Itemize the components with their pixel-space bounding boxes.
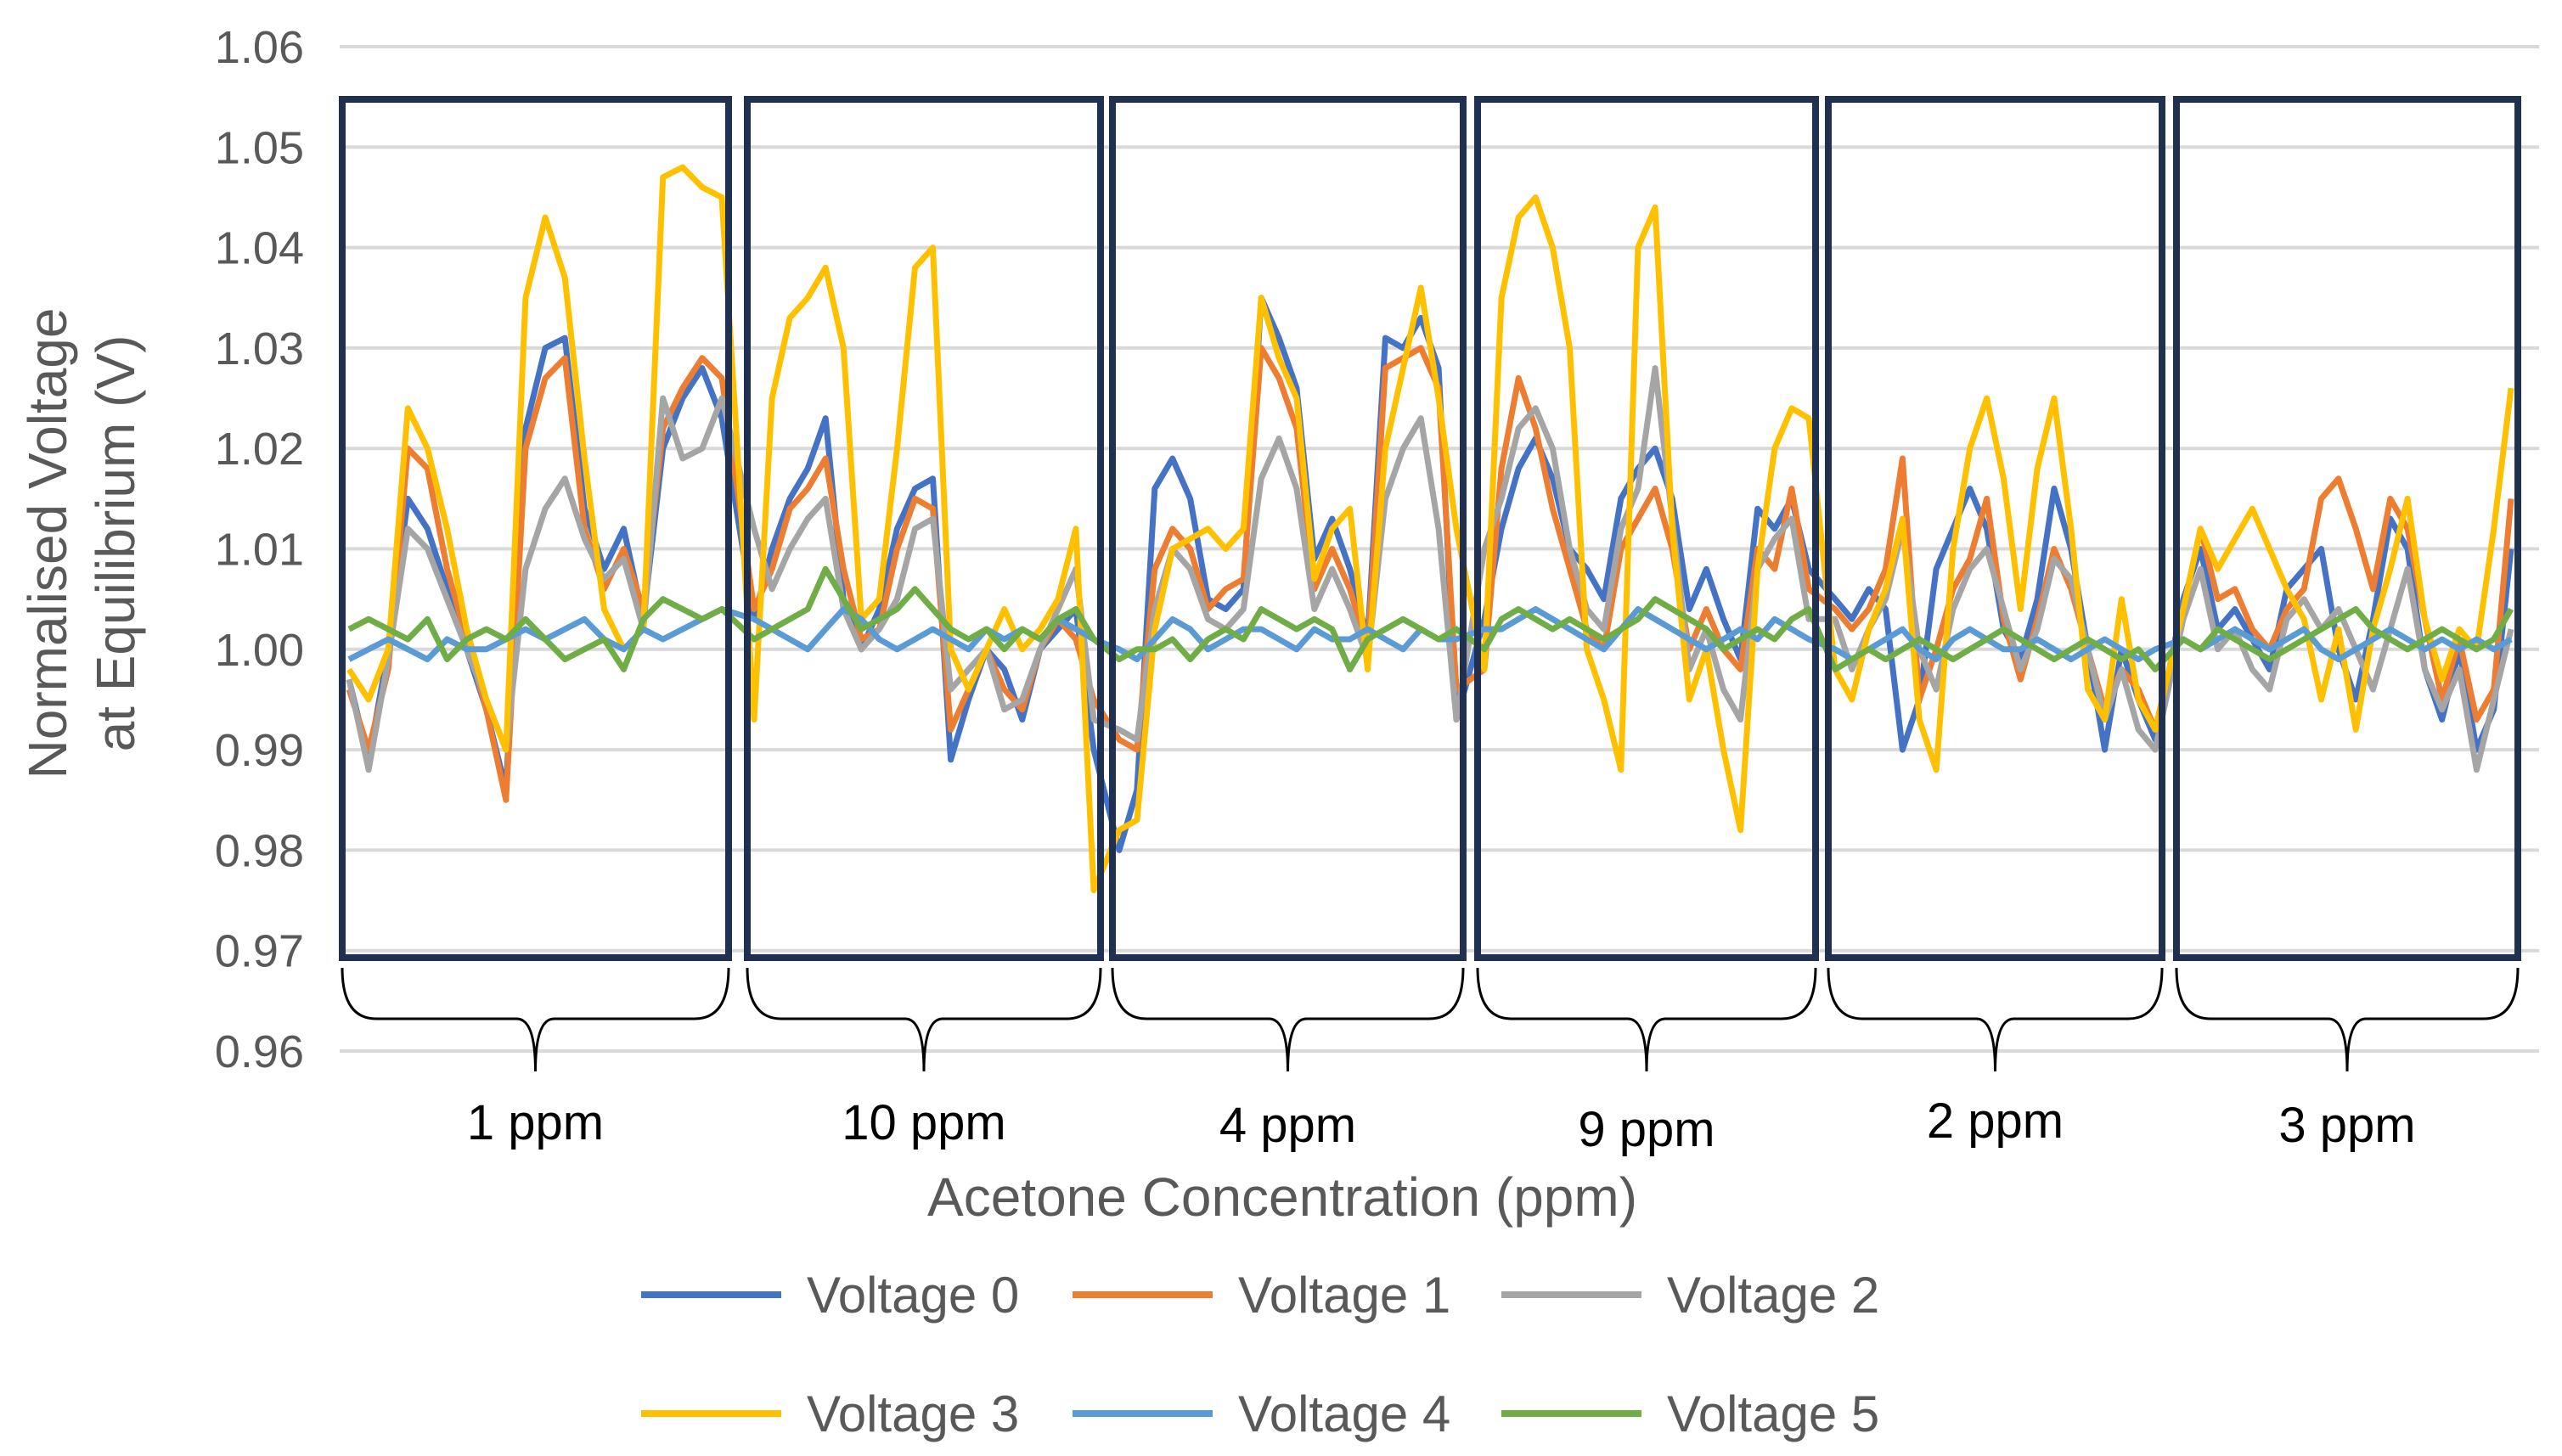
legend: Voltage 0 Voltage 1 Voltage 2 Voltage 3 Volt… [641,1267,1879,1442]
group-box [1474,96,1819,961]
group-label: 1 ppm [467,1095,604,1150]
legend-label: Voltage 5 [1667,1386,1879,1442]
series-lines [346,164,2514,894]
group-box [744,96,1104,961]
group-labels: 1 ppm 10 ppm 4 ppm 9 ppm 2 ppm 3 ppm [467,1093,2416,1157]
group-brace [1111,967,1465,1072]
group-box [1109,96,1467,961]
group-box [1825,96,2165,961]
y-axis-ticks: 0.96 0.97 0.98 0.99 1.00 1.01 1.02 1.03 1.04 1.05… [215,22,304,1077]
series-line [346,295,2514,853]
group-brace [2175,967,2520,1072]
legend-label: Voltage 1 [1238,1267,1450,1324]
group-box [339,96,732,961]
group-boxes [339,96,2521,961]
y-tick-label: 1.03 [215,323,304,374]
series-line [346,365,2514,773]
legend-label: Voltage 4 [1238,1386,1450,1442]
legend-label: Voltage 2 [1667,1267,1879,1324]
group-brace [341,967,730,1072]
group-label: 3 ppm [2278,1098,2415,1153]
group-label: 10 ppm [842,1095,1005,1150]
group-label: 9 ppm [1578,1102,1715,1157]
y-axis-title-line-2: at Equilibrium (V) [85,335,146,752]
y-tick-label: 1.06 [215,22,304,73]
group-brace [746,967,1102,1072]
series-line [346,164,2514,894]
y-tick-label: 1.01 [215,525,304,576]
y-tick-label: 1.02 [215,424,304,475]
group-label: 2 ppm [1927,1093,2064,1149]
group-brace [1476,967,1817,1072]
y-tick-label: 0.97 [215,926,304,977]
y-tick-label: 1.05 [215,122,304,173]
x-axis-title: Acetone Concentration (ppm) [927,1166,1637,1228]
legend-label: Voltage 0 [807,1267,1019,1324]
group-box [2173,96,2521,961]
group-braces [341,967,2520,1072]
y-axis-title-line-1: Normalised Voltage [17,308,78,779]
y-tick-label: 1.04 [215,223,304,274]
legend-label: Voltage 3 [807,1386,1019,1442]
y-tick-label: 0.96 [215,1026,304,1077]
y-tick-label: 0.98 [215,825,304,876]
group-brace [1827,967,2164,1072]
group-label: 4 ppm [1219,1098,1356,1153]
y-tick-label: 1.00 [215,625,304,676]
y-tick-label: 0.99 [215,725,304,776]
